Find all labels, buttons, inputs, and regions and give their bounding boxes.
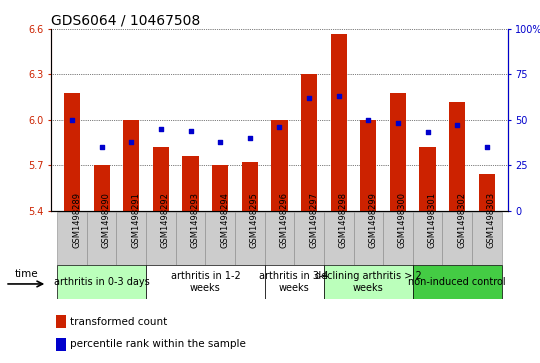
Point: [483, 144, 491, 150]
Text: GSM1498296: GSM1498296: [280, 192, 288, 248]
Text: GSM1498301: GSM1498301: [428, 192, 437, 248]
Point: [216, 139, 225, 144]
Point: [394, 121, 402, 126]
Text: arthritis in 0-3 days: arthritis in 0-3 days: [54, 277, 150, 287]
Text: GSM1498298: GSM1498298: [339, 192, 348, 248]
Bar: [324, 265, 413, 299]
Point: [453, 122, 462, 128]
Bar: [265, 212, 294, 265]
Bar: [153, 147, 169, 211]
Point: [423, 130, 432, 135]
Bar: [57, 265, 146, 299]
Bar: [265, 265, 324, 299]
Text: arthritis in 3-4
weeks: arthritis in 3-4 weeks: [259, 272, 329, 293]
Bar: [360, 120, 376, 211]
Point: [127, 139, 136, 144]
Point: [186, 128, 195, 134]
Text: GSM1498295: GSM1498295: [250, 192, 259, 248]
Text: GSM1498292: GSM1498292: [161, 192, 170, 248]
Bar: [183, 156, 199, 211]
Bar: [479, 174, 495, 211]
Bar: [242, 162, 258, 211]
Text: non-induced control: non-induced control: [408, 277, 506, 287]
Point: [157, 126, 165, 132]
Text: GDS6064 / 10467508: GDS6064 / 10467508: [51, 14, 200, 28]
Text: GSM1498293: GSM1498293: [191, 192, 200, 248]
Bar: [294, 212, 324, 265]
Bar: [93, 165, 110, 211]
Bar: [390, 93, 406, 211]
Bar: [383, 212, 413, 265]
Bar: [442, 212, 472, 265]
Bar: [472, 212, 502, 265]
Text: GSM1498294: GSM1498294: [220, 192, 229, 248]
Bar: [56, 338, 66, 351]
Bar: [56, 315, 66, 329]
Bar: [117, 212, 146, 265]
Text: declining arthritis > 2
weeks: declining arthritis > 2 weeks: [315, 272, 422, 293]
Bar: [205, 212, 235, 265]
Point: [246, 135, 254, 141]
Text: GSM1498291: GSM1498291: [131, 192, 140, 248]
Text: arthritis in 1-2
weeks: arthritis in 1-2 weeks: [171, 272, 240, 293]
Text: GSM1498300: GSM1498300: [398, 192, 407, 248]
Bar: [87, 212, 117, 265]
Bar: [449, 102, 465, 211]
Bar: [146, 265, 265, 299]
Bar: [212, 165, 228, 211]
Bar: [64, 93, 80, 211]
Text: GSM1498299: GSM1498299: [368, 192, 377, 248]
Bar: [235, 212, 265, 265]
Bar: [301, 74, 317, 211]
Text: GSM1498303: GSM1498303: [487, 192, 496, 248]
Point: [68, 117, 76, 123]
Bar: [413, 212, 442, 265]
Point: [97, 144, 106, 150]
Text: GSM1498290: GSM1498290: [102, 192, 111, 248]
Bar: [354, 212, 383, 265]
Point: [364, 117, 373, 123]
Text: GSM1498297: GSM1498297: [309, 192, 318, 248]
Bar: [146, 212, 176, 265]
Bar: [330, 33, 347, 211]
Text: percentile rank within the sample: percentile rank within the sample: [70, 339, 246, 350]
Bar: [57, 212, 87, 265]
Text: GSM1498289: GSM1498289: [72, 192, 81, 248]
Text: GSM1498302: GSM1498302: [457, 192, 466, 248]
Point: [334, 93, 343, 99]
Point: [275, 124, 284, 130]
Bar: [413, 265, 502, 299]
Bar: [176, 212, 205, 265]
Text: time: time: [15, 269, 38, 279]
Point: [305, 95, 313, 101]
Bar: [271, 120, 288, 211]
Bar: [123, 120, 139, 211]
Text: transformed count: transformed count: [70, 317, 168, 327]
Bar: [420, 147, 436, 211]
Bar: [324, 212, 354, 265]
